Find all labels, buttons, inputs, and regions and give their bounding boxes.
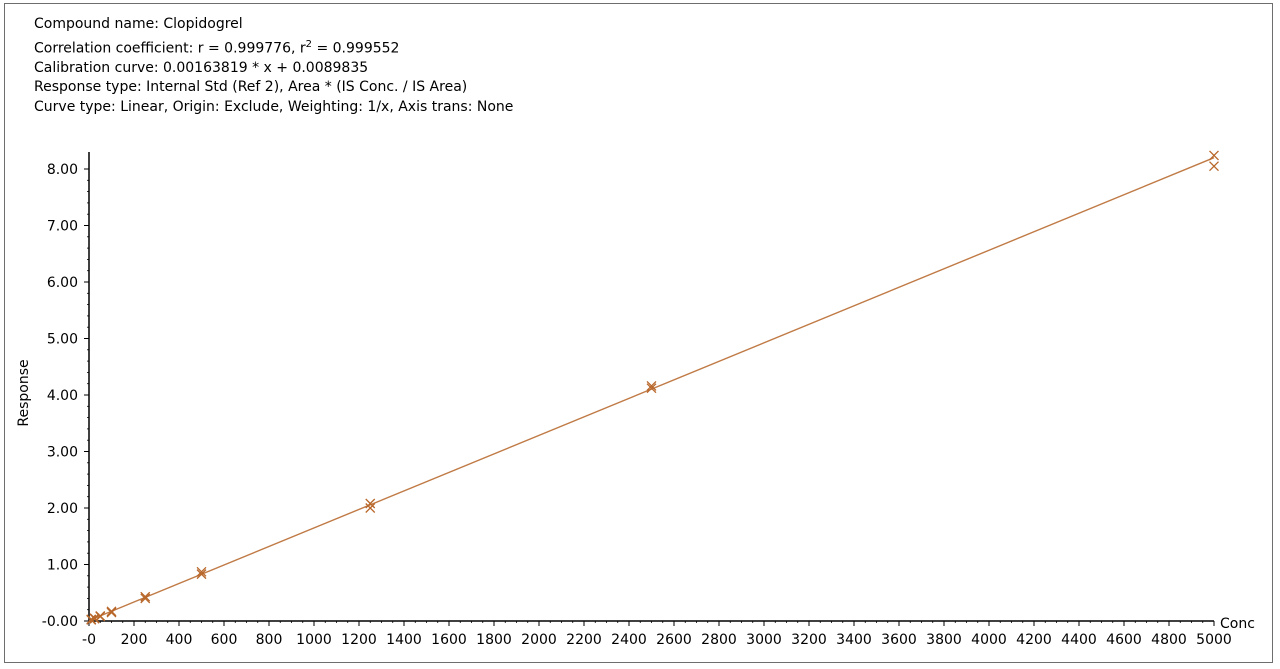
x-tick-label: 400 [166, 632, 193, 648]
data-point-stroke [646, 381, 657, 391]
y-tick-label: -0.00 [42, 614, 78, 630]
x-tick-label: 1400 [386, 632, 422, 648]
chart-frame [4, 3, 1273, 663]
y-tick-label: 5.00 [47, 332, 78, 348]
y-tick-label: 3.00 [47, 445, 78, 461]
data-point [140, 591, 151, 602]
x-tick-label: 2200 [566, 632, 602, 648]
data-point [106, 607, 117, 618]
data-point [86, 614, 97, 625]
data-point-stroke [95, 611, 106, 622]
y-tick-label: 4.00 [47, 388, 78, 404]
y-axis-label: Response [16, 359, 32, 426]
data-point [106, 606, 117, 617]
data-point [646, 381, 657, 391]
data-point-stroke [646, 383, 657, 394]
calibration-header: Compound name: Clopidogrel Correlation c… [34, 15, 513, 117]
data-point [196, 569, 207, 580]
data-point [365, 503, 376, 513]
y-tick-label: 2.00 [47, 501, 78, 517]
x-tick-label: 2600 [656, 632, 692, 648]
correlation-coefficient: Correlation coefficient: r = 0.999776, r… [34, 35, 513, 59]
x-axis-label: Conc [1220, 616, 1255, 632]
data-point [646, 383, 657, 394]
data-point [196, 566, 207, 577]
x-tick-label: 4400 [1061, 632, 1097, 648]
x-tick-label: 3000 [746, 632, 782, 648]
x-tick-label: 4600 [1106, 632, 1142, 648]
data-point [140, 593, 151, 604]
x-tick-label: 1000 [296, 632, 332, 648]
x-tick-label: 4200 [1016, 632, 1052, 648]
data-point-stroke [196, 569, 207, 580]
chart-ticks: -0.00 1.00 2.00 3.00 4.00 5.00 6.00 7.00 8.00 -0 2… [42, 162, 1232, 648]
response-type: Response type: Internal Std (Ref 2), Are… [34, 79, 468, 96]
x-tick-label: 600 [211, 632, 238, 648]
x-tick-label: 200 [121, 632, 148, 648]
x-tick-label: 3600 [881, 632, 917, 648]
curve-type: Curve type: Linear, Origin: Exclude, Wei… [34, 98, 514, 115]
x-tick-label: 2800 [701, 632, 737, 648]
data-point [89, 613, 100, 624]
data-point [365, 498, 376, 509]
correlation-prefix: Correlation coefficient: r = 0.999776, r [34, 40, 306, 57]
calibration-curve: Calibration curve: 0.00163819 * x + 0.00… [34, 59, 369, 76]
data-point-stroke [89, 613, 100, 624]
x-tick-label: 1200 [341, 632, 377, 648]
x-tick-label: 1600 [431, 632, 467, 648]
data-point-stroke [365, 503, 376, 513]
data-point [95, 611, 106, 622]
data-point-stroke [196, 566, 207, 577]
y-tick-label: 7.00 [47, 219, 78, 235]
compound-name: Compound name: Clopidogrel [34, 16, 243, 32]
x-tick-label: 800 [256, 632, 283, 648]
x-tick-label: 5000 [1196, 632, 1232, 648]
data-point [1209, 161, 1219, 172]
data-point-stroke [1209, 161, 1219, 172]
data-point-stroke [106, 606, 117, 617]
data-point-stroke [1209, 150, 1219, 161]
x-tick-label: -0 [82, 632, 96, 648]
data-point-stroke [86, 614, 97, 625]
data-point-stroke [140, 591, 151, 602]
y-tick-label: 6.00 [47, 275, 78, 291]
correlation-suffix: = 0.999552 [312, 40, 400, 57]
x-tick-label: 4000 [971, 632, 1007, 648]
y-tick-label: 1.00 [47, 558, 78, 574]
data-point-stroke [106, 607, 117, 618]
x-tick-label: 3800 [926, 632, 962, 648]
y-tick-label: 8.00 [47, 162, 78, 178]
x-tick-label: 3200 [791, 632, 827, 648]
data-points [86, 150, 1219, 625]
r-squared-superscript: 2 [305, 38, 313, 50]
x-tick-label: 4800 [1151, 632, 1187, 648]
x-tick-label: 2000 [521, 632, 557, 648]
x-tick-label: 2400 [611, 632, 647, 648]
x-tick-label: 3400 [836, 632, 872, 648]
x-tick-label: 1800 [476, 632, 512, 648]
data-point-stroke [365, 498, 376, 509]
data-point-stroke [140, 593, 151, 604]
data-point [1209, 150, 1219, 161]
